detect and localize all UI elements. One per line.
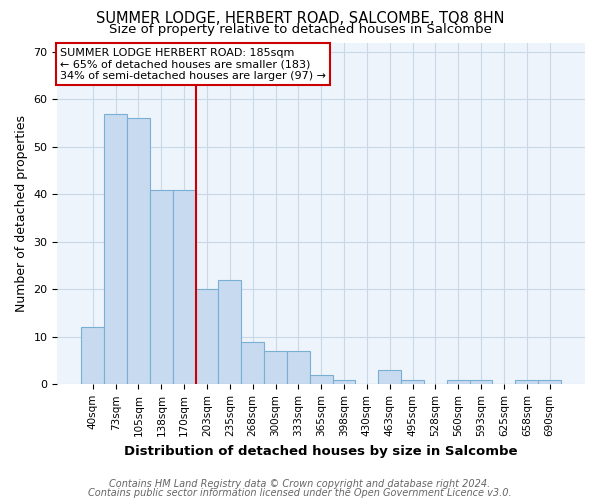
Bar: [515, 380, 538, 384]
Bar: [127, 118, 150, 384]
Bar: [150, 190, 173, 384]
Bar: [310, 375, 332, 384]
Bar: [332, 380, 355, 384]
Bar: [470, 380, 493, 384]
Text: Contains HM Land Registry data © Crown copyright and database right 2024.: Contains HM Land Registry data © Crown c…: [109, 479, 491, 489]
Bar: [173, 190, 196, 384]
Y-axis label: Number of detached properties: Number of detached properties: [15, 115, 28, 312]
Bar: [401, 380, 424, 384]
Bar: [287, 351, 310, 384]
Text: Contains public sector information licensed under the Open Government Licence v3: Contains public sector information licen…: [88, 488, 512, 498]
Bar: [241, 342, 264, 384]
Bar: [447, 380, 470, 384]
Bar: [538, 380, 561, 384]
Bar: [379, 370, 401, 384]
Text: SUMMER LODGE HERBERT ROAD: 185sqm
← 65% of detached houses are smaller (183)
34%: SUMMER LODGE HERBERT ROAD: 185sqm ← 65% …: [60, 48, 326, 81]
Text: Size of property relative to detached houses in Salcombe: Size of property relative to detached ho…: [109, 22, 491, 36]
Bar: [104, 114, 127, 384]
X-axis label: Distribution of detached houses by size in Salcombe: Distribution of detached houses by size …: [124, 444, 518, 458]
Bar: [218, 280, 241, 384]
Bar: [196, 290, 218, 384]
Bar: [264, 351, 287, 384]
Bar: [82, 328, 104, 384]
Text: SUMMER LODGE, HERBERT ROAD, SALCOMBE, TQ8 8HN: SUMMER LODGE, HERBERT ROAD, SALCOMBE, TQ…: [96, 11, 504, 26]
